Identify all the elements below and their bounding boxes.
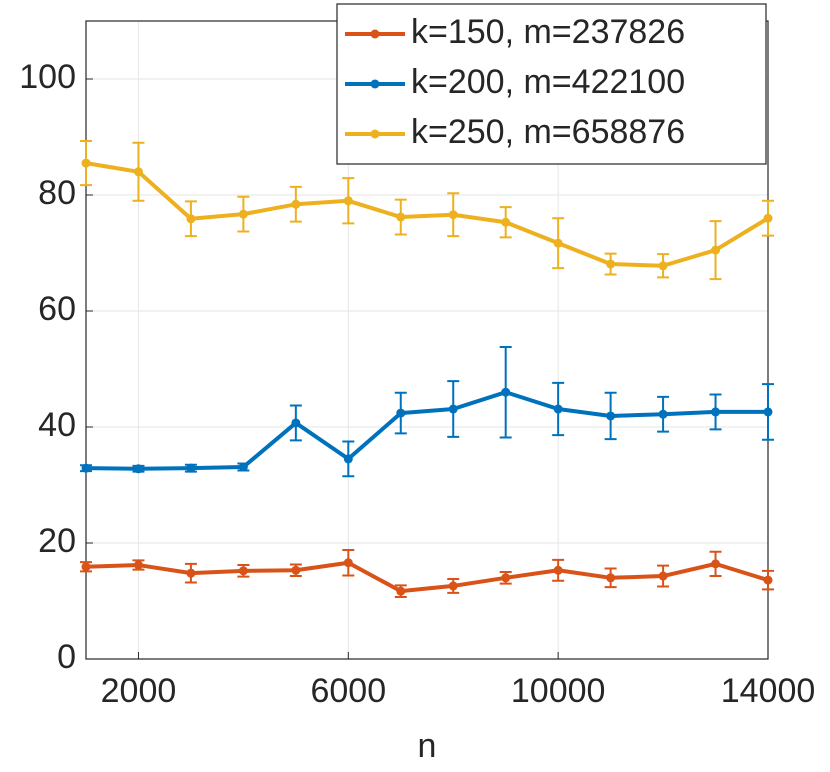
y-tick-label: 80 (38, 174, 76, 212)
data-point (81, 463, 91, 473)
data-point (553, 404, 563, 414)
data-point (658, 409, 668, 419)
y-tick-label: 60 (38, 290, 76, 328)
data-point (238, 566, 248, 576)
x-tick-label: 10000 (511, 672, 606, 710)
legend-marker (370, 79, 380, 89)
data-point (763, 213, 773, 223)
data-point (133, 167, 143, 177)
data-point (448, 404, 458, 414)
data-point (396, 586, 406, 596)
legend-label: k=250, m=658876 (411, 113, 685, 151)
data-point (448, 581, 458, 591)
data-point (343, 196, 353, 206)
legend-label: k=150, m=237826 (411, 13, 685, 51)
data-point (711, 407, 721, 417)
data-point (606, 411, 616, 421)
y-tick-label: 40 (38, 406, 76, 444)
series-line (85, 390, 768, 471)
x-axis-label: n (418, 727, 437, 765)
data-point (186, 568, 196, 578)
data-point (238, 462, 248, 472)
data-point (501, 217, 511, 227)
legend: k=150, m=237826 k=200, m=422100 k=250, m=6… (336, 3, 767, 165)
data-point (658, 571, 668, 581)
legend-label: k=200, m=422100 (411, 63, 685, 101)
legend-marker (370, 29, 380, 39)
x-tick-label: 2000 (101, 672, 177, 710)
series-line (85, 161, 770, 268)
series-line (85, 560, 769, 594)
data-point (238, 209, 248, 219)
data-point (763, 575, 773, 585)
data-point (291, 565, 301, 575)
x-tick-label: 6000 (310, 672, 386, 710)
data-point (396, 212, 406, 222)
data-point (606, 573, 616, 583)
legend-marker (370, 129, 380, 139)
data-point (763, 407, 773, 417)
y-tick-label: 100 (19, 58, 76, 96)
data-point (81, 158, 91, 168)
data-point (501, 387, 511, 397)
legend-box (336, 3, 767, 165)
data-point (553, 565, 563, 575)
data-point (658, 261, 668, 271)
data-point (343, 454, 353, 464)
data-point (291, 418, 301, 428)
data-point (711, 245, 721, 255)
x-tick-label: 14000 (721, 672, 816, 710)
y-tick-label: 20 (38, 522, 76, 560)
data-point (343, 558, 353, 568)
data-point (553, 238, 563, 248)
data-point (291, 199, 301, 209)
data-point (711, 559, 721, 569)
data-point (133, 560, 143, 570)
data-point (448, 210, 458, 220)
data-point (186, 214, 196, 224)
data-point (396, 408, 406, 418)
data-point (501, 573, 511, 583)
y-tick-label: 0 (57, 638, 76, 676)
data-point (133, 464, 143, 474)
data-point (81, 562, 91, 572)
data-point (186, 463, 196, 473)
data-point (606, 259, 616, 269)
